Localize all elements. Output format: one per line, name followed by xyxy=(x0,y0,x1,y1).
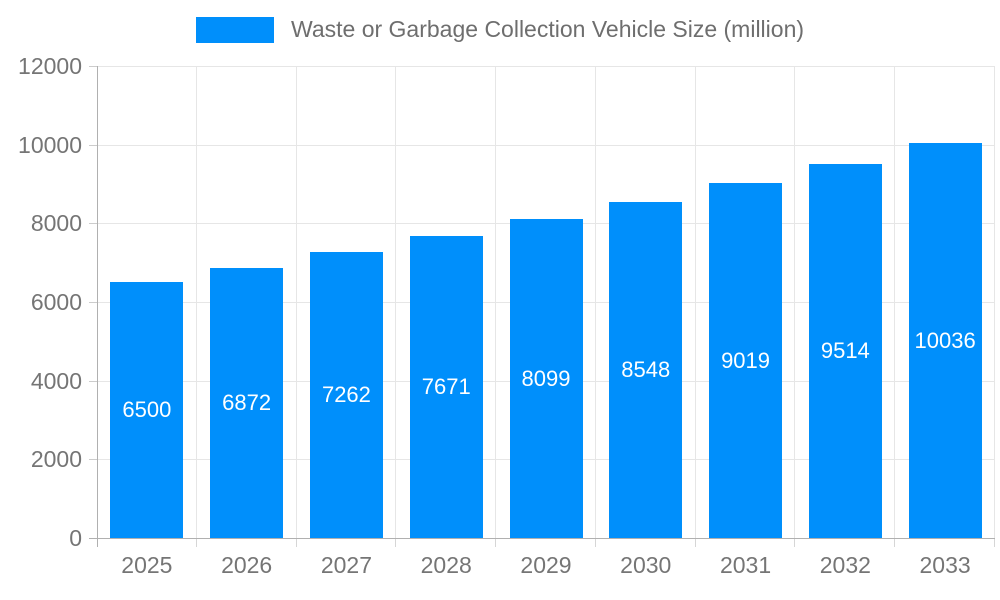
vertical-gridline xyxy=(794,66,796,538)
x-axis-tick xyxy=(395,539,397,547)
y-axis-label: 0 xyxy=(69,525,82,551)
vertical-gridline xyxy=(894,66,896,538)
x-axis-label-2029: 2029 xyxy=(520,552,572,578)
y-axis-label: 8000 xyxy=(30,210,82,237)
bar-value-label: 9019 xyxy=(721,347,771,373)
x-axis-tick xyxy=(994,539,995,547)
bar-2029[interactable]: 8099 xyxy=(509,219,583,538)
bar-value-label: 10036 xyxy=(914,327,976,353)
legend[interactable]: Waste or Garbage Collection Vehicle Size… xyxy=(0,16,1000,43)
x-axis-line xyxy=(89,538,995,539)
x-axis-tick xyxy=(694,539,696,547)
y-axis-tick xyxy=(89,302,97,303)
bar-value-label: 8548 xyxy=(621,356,671,382)
x-axis-label-2032: 2032 xyxy=(819,552,871,578)
bar-value-label: 6872 xyxy=(222,389,272,415)
x-axis-label-2033: 2033 xyxy=(919,552,971,578)
legend-swatch xyxy=(195,16,274,43)
bar-2033[interactable]: 10036 xyxy=(908,143,982,538)
x-axis-tick xyxy=(295,539,297,547)
bar-value-label: 8099 xyxy=(521,365,571,391)
bar-2026[interactable]: 6872 xyxy=(210,267,284,538)
horizontal-gridline xyxy=(97,66,995,67)
y-axis-label: 2000 xyxy=(30,446,82,473)
bar-2027[interactable]: 7262 xyxy=(309,252,383,538)
vertical-gridline xyxy=(295,66,297,538)
bar-value-label: 7671 xyxy=(421,374,471,400)
plot-area: 6500 6872 7262 7671 8099 8548 9019 9514 10036 xyxy=(97,66,995,538)
bar-2032[interactable]: 9514 xyxy=(808,163,882,538)
bar-2028[interactable]: 7671 xyxy=(409,236,483,538)
x-axis-label-2025: 2025 xyxy=(121,552,173,578)
bar-2031[interactable]: 9019 xyxy=(709,183,783,538)
legend-label: Waste or Garbage Collection Vehicle Size… xyxy=(290,16,805,42)
y-axis-label: 4000 xyxy=(30,367,82,394)
bar-2025[interactable]: 6500 xyxy=(110,282,184,538)
vertical-gridline xyxy=(694,66,696,538)
vertical-gridline xyxy=(495,66,497,538)
vertical-gridline xyxy=(594,66,596,538)
x-axis-label-2026: 2026 xyxy=(221,552,273,578)
y-axis-tick xyxy=(89,459,97,461)
x-axis-tick xyxy=(894,539,896,547)
y-axis-label: 10000 xyxy=(18,131,82,158)
x-axis-label-2028: 2028 xyxy=(420,552,472,578)
y-axis-tick xyxy=(89,66,97,67)
bar-value-label: 6500 xyxy=(122,397,172,423)
x-axis-tick xyxy=(195,539,197,547)
vertical-gridline xyxy=(195,66,197,538)
horizontal-gridline xyxy=(97,144,995,146)
vertical-gridline xyxy=(994,66,995,538)
bar-value-label: 7262 xyxy=(321,382,371,408)
y-axis-line xyxy=(97,66,98,547)
x-axis-label-2031: 2031 xyxy=(719,552,772,578)
y-axis-tick xyxy=(89,380,97,382)
y-axis-label: 12000 xyxy=(18,53,82,79)
bar-2030[interactable]: 8548 xyxy=(609,201,683,538)
vertical-gridline xyxy=(395,66,397,538)
y-axis-tick xyxy=(89,144,97,146)
x-axis-tick xyxy=(594,539,596,547)
y-axis-tick xyxy=(89,223,97,225)
y-axis-label: 6000 xyxy=(30,289,82,315)
x-axis-tick xyxy=(794,539,796,547)
x-axis-tick xyxy=(495,539,497,547)
bar-value-label: 9514 xyxy=(820,337,870,363)
x-axis-label-2027: 2027 xyxy=(320,552,373,578)
x-axis-label-2030: 2030 xyxy=(620,552,672,578)
